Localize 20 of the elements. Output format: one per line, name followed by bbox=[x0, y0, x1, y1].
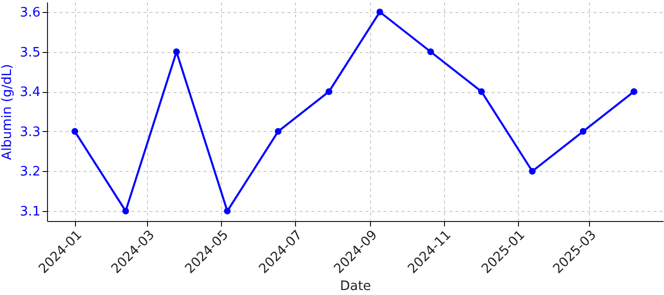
point bbox=[580, 128, 586, 135]
point bbox=[224, 208, 231, 214]
point bbox=[326, 88, 332, 95]
y-tick-label: 3.1 bbox=[20, 204, 40, 220]
point bbox=[71, 128, 78, 135]
y-axis-title: Albumin (g/dL) bbox=[0, 64, 15, 160]
point bbox=[173, 48, 180, 56]
point bbox=[427, 48, 434, 56]
point bbox=[274, 128, 282, 135]
y-tick-label: 3.4 bbox=[20, 85, 40, 100]
x-axis-title: Date bbox=[340, 279, 372, 294]
point bbox=[528, 168, 536, 175]
y-tick-label: 3.2 bbox=[20, 164, 40, 180]
y-tick-label: 3.6 bbox=[20, 5, 40, 20]
y-tick-label: 3.3 bbox=[20, 124, 40, 140]
y-tick-label: 3.5 bbox=[20, 45, 40, 60]
point bbox=[376, 8, 384, 16]
point bbox=[122, 208, 130, 214]
point bbox=[478, 88, 485, 95]
point bbox=[630, 88, 638, 95]
